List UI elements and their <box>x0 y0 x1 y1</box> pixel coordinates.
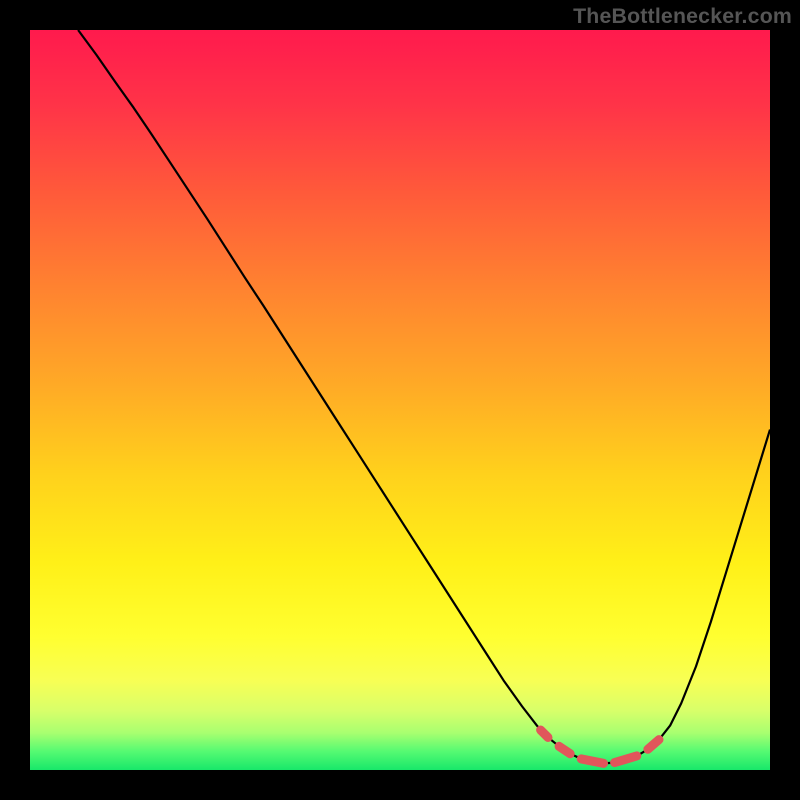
trough-marker-segment <box>581 759 603 763</box>
trough-marker-segment <box>615 756 637 763</box>
trough-marker-segment <box>541 730 548 737</box>
chart-container: TheBottlenecker.com <box>0 0 800 800</box>
trough-marker-segment <box>559 746 570 753</box>
watermark-text: TheBottlenecker.com <box>573 4 792 29</box>
bottleneck-chart <box>0 0 800 800</box>
plot-background <box>30 30 770 770</box>
